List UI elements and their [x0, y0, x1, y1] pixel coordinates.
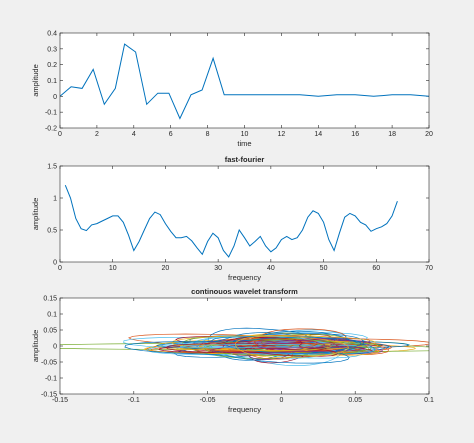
y-tick-label: 0.05: [43, 328, 57, 335]
y-tick-label: 0.3: [47, 46, 57, 53]
x-tick-label: -0.1: [128, 397, 140, 404]
y-tick-label: 0.2: [47, 62, 57, 69]
x-tick-label: 2: [95, 131, 99, 138]
wavelet-curve: [253, 338, 318, 349]
axes-box: [59, 32, 430, 129]
y-tick-label: 0.5: [47, 228, 57, 235]
x-tick-label: 10: [109, 265, 117, 272]
x-axis-label: time: [237, 139, 251, 148]
x-tick-label: 0.1: [424, 397, 434, 404]
x-tick-label: 20: [162, 265, 170, 272]
wavelet-curve: [251, 343, 362, 352]
x-tick-label: 14: [314, 131, 322, 138]
plot-lines: [60, 327, 429, 366]
subplot-3: -0.15 -0.1 -0.05 0 0.05 0.1 -0.15 -0.1 -0.05 0 0.0…: [31, 287, 434, 414]
x-tick-label: -0.05: [200, 397, 216, 404]
x-tick-label: 4: [132, 131, 136, 138]
x-tick-label: 70: [425, 265, 433, 272]
y-tick-label: 0.1: [47, 312, 57, 319]
y-tick-label: -0.1: [45, 376, 57, 383]
x-tick-label: 16: [351, 131, 359, 138]
y-tick-label: 0.1: [47, 78, 57, 85]
wavelet-curve: [234, 335, 349, 359]
axes-box: [59, 165, 430, 263]
x-tick-label: 12: [278, 131, 286, 138]
wavelet-curve: [257, 339, 326, 349]
wavelet-curve: [201, 336, 368, 359]
y-axis-label: amplitude: [31, 64, 40, 97]
y-tick-label: -0.2: [45, 126, 57, 133]
y-axis-label: amplitude: [31, 330, 40, 363]
x-tick-label: 6: [169, 131, 173, 138]
wavelet-curve: [179, 344, 322, 349]
x-tick-label: 0: [279, 397, 283, 404]
chart-title: continouos wavelet transform: [191, 287, 298, 296]
wavelet-curve: [165, 336, 338, 357]
x-axis-label: frequency: [228, 405, 261, 414]
wavelet-curve: [147, 335, 377, 355]
x-tick-label: 0.05: [348, 397, 362, 404]
wavelet-curve: [144, 340, 380, 357]
x-tick-label: 40: [267, 265, 275, 272]
y-tick-label: -0.05: [41, 360, 57, 367]
y-tick-label: 0.4: [47, 31, 57, 38]
wavelet-curve: [124, 337, 362, 364]
wavelet-curve: [171, 335, 376, 351]
x-tick-label: 0: [58, 131, 62, 138]
x-tick-label: -0.15: [52, 397, 68, 404]
subplot-1: 0 2 4 6 8 10 12 14 16 18 20 -0.2 -0.1 0 0.1 0.2 0.3 0.4 ti…: [31, 31, 433, 149]
x-tick-label: 20: [425, 131, 433, 138]
y-tick-label: 0.15: [43, 296, 57, 303]
y-tick-label: -0.15: [41, 392, 57, 399]
series-line-1: [60, 43, 429, 120]
x-tick-label: 30: [214, 265, 222, 272]
wavelet-curve: [123, 331, 368, 359]
chart-title: fast-fourier: [225, 155, 265, 164]
x-axis-label: frequency: [228, 273, 261, 282]
x-tick-label: 18: [388, 131, 396, 138]
axes-box: [59, 297, 430, 395]
y-axis-label: amplitude: [31, 198, 40, 231]
x-tick-label: 10: [241, 131, 249, 138]
series-line-1: [64, 185, 398, 258]
x-tick-label: 8: [206, 131, 210, 138]
plot-lines: [64, 185, 398, 258]
y-tick-label: 1.5: [47, 164, 57, 171]
subplot-2: 0 10 20 30 40 50 60 70 0 0.5 1 1.5 fast-fourier frequ…: [31, 155, 433, 282]
x-tick-label: 0: [58, 265, 62, 272]
plot-area: [60, 33, 429, 128]
x-tick-label: 50: [320, 265, 328, 272]
x-tick-label: 60: [372, 265, 380, 272]
y-tick-label: 0: [53, 94, 57, 101]
y-tick-label: 1: [53, 196, 57, 203]
y-tick-label: 0: [53, 344, 57, 351]
y-tick-label: -0.1: [45, 110, 57, 117]
y-tick-label: 0: [53, 260, 57, 267]
plot-lines: [60, 43, 429, 120]
plot-area: [60, 166, 429, 262]
